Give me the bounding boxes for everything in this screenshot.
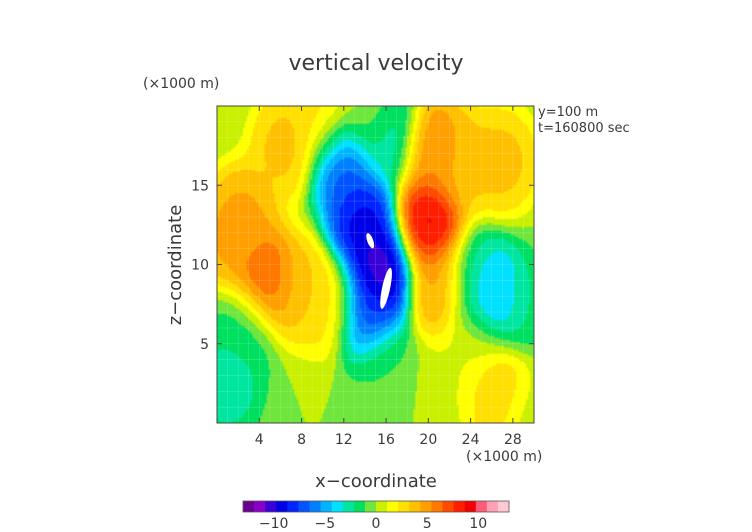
colorbar-swatch	[409, 501, 421, 512]
colorbar-tick-label: 0	[372, 516, 381, 532]
x-tick-label: 12	[335, 432, 353, 448]
undefined-region	[366, 233, 375, 249]
colorbar-tick-label: −10	[259, 516, 289, 532]
y-axis: 5 10 15	[191, 178, 534, 353]
colorbar-swatch	[475, 501, 488, 512]
x-axis-label: x−coordinate	[315, 471, 437, 492]
x-tick-label: 28	[504, 432, 522, 448]
colorbar-swatch	[364, 501, 377, 512]
x-tick-label: 4	[255, 432, 264, 448]
colorbar-swatch	[387, 501, 399, 512]
annotation-t: t=160800 sec	[538, 121, 630, 136]
colorbar-tick-label: −5	[315, 516, 336, 532]
undefined-region	[380, 267, 392, 309]
x-tick-label: 24	[462, 432, 480, 448]
colorbar-swatch	[342, 501, 355, 512]
colorbar-swatch	[265, 501, 277, 512]
colorbar-swatch	[497, 501, 510, 512]
y-tick-label: 15	[191, 178, 209, 194]
colorbar-swatch	[276, 501, 288, 512]
colorbar-swatch	[420, 501, 432, 512]
colorbar-swatch	[331, 501, 344, 512]
x-tick-label: 20	[419, 432, 437, 448]
colorbar-swatch	[287, 501, 299, 512]
heatmap-image	[217, 106, 534, 423]
grid-lines	[217, 106, 534, 423]
colorbar-swatch	[442, 501, 454, 512]
colorbar-swatch	[309, 501, 321, 512]
colorbar: −10 −5 0 5 10	[242, 500, 510, 532]
chart-title: vertical velocity	[288, 51, 463, 76]
x-axis: 4 8 12 16 20 24 28	[255, 106, 522, 448]
y-tick-label: 10	[191, 258, 209, 274]
x-unit-label: (×1000 m)	[466, 449, 542, 465]
x-tick-label: 16	[377, 432, 395, 448]
colorbar-swatch	[464, 501, 477, 512]
colorbar-swatch	[398, 501, 410, 512]
colorbar-swatch	[431, 501, 443, 512]
annotation-y: y=100 m	[538, 105, 598, 120]
colorbar-swatch	[298, 501, 310, 512]
colorbar-swatch	[486, 501, 499, 512]
y-tick-label: 5	[200, 337, 209, 353]
y-unit-label: (×1000 m)	[143, 76, 219, 92]
colorbar-frame	[242, 500, 510, 513]
colorbar-tick-label: 5	[423, 516, 432, 532]
colorbar-swatch	[376, 501, 388, 512]
undefined-regions	[366, 233, 392, 309]
y-axis-label: z−coordinate	[165, 205, 186, 326]
colorbar-tick-label: 10	[469, 516, 487, 532]
plot-area	[216, 105, 535, 424]
colorbar-swatch	[320, 501, 333, 512]
colorbar-swatch	[353, 501, 366, 512]
colorbar-swatch	[453, 501, 466, 512]
colorbar-swatch	[243, 501, 255, 512]
x-tick-label: 8	[297, 432, 306, 448]
colorbar-swatch	[254, 501, 266, 512]
